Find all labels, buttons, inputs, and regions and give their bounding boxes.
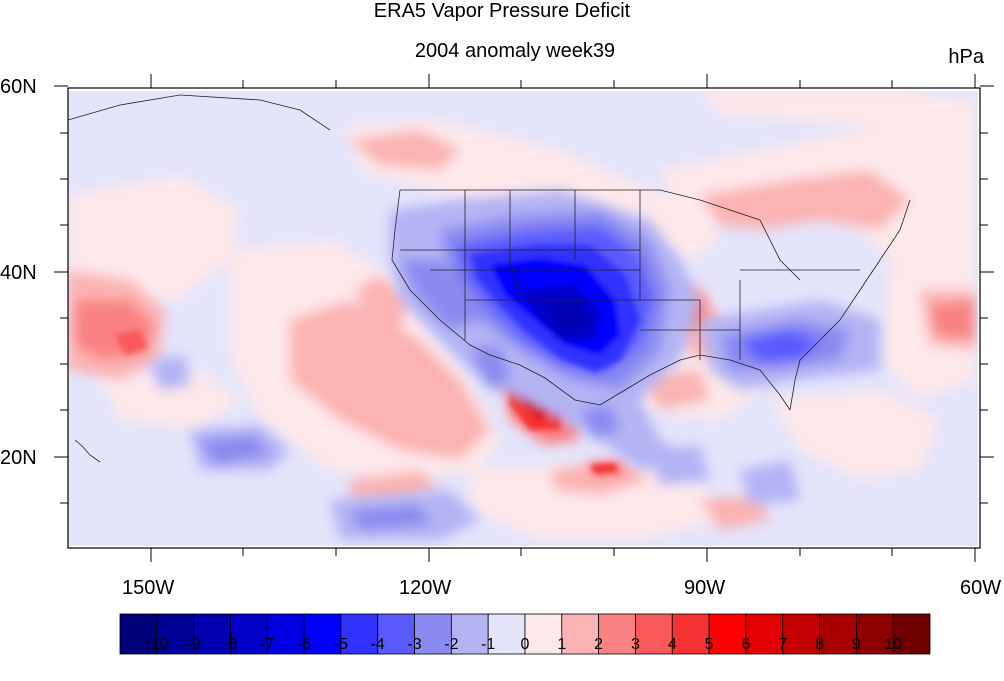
colorbar-tick-label: 8 — [815, 636, 824, 653]
colorbar-tick-label: 4 — [667, 636, 677, 653]
colorbar-tick-label: -2 — [444, 636, 459, 653]
colorbar-tick-label: 0 — [520, 636, 530, 653]
colorbar-tick-label: -10 — [145, 636, 169, 653]
colorbar-swatch — [892, 613, 931, 655]
colorbar-swatch — [598, 613, 636, 655]
colorbar — [119, 613, 931, 655]
lon-label-90w: 90W — [684, 577, 726, 599]
colorbar-swatch — [156, 613, 195, 655]
lon-label-120w: 120W — [399, 577, 452, 599]
colorbar-tick-label: 3 — [631, 636, 640, 653]
colorbar-tick-label: 5 — [704, 636, 714, 653]
map-field — [68, 91, 978, 546]
colorbar-tick-label: 1 — [557, 636, 567, 653]
colorbar-tick-label: 6 — [741, 636, 751, 653]
colorbar-tick-label: -3 — [407, 636, 422, 653]
colorbar-swatch — [708, 613, 747, 655]
colorbar-tick-label: -5 — [333, 636, 349, 653]
colorbar-swatch — [561, 613, 600, 655]
colorbar-swatch — [819, 613, 857, 655]
lon-label-150w: 150W — [122, 577, 175, 599]
colorbar-tick-label: 9 — [851, 636, 861, 653]
colorbar-tick-label: 10 — [884, 636, 903, 653]
lat-label-20n: 20N — [0, 447, 37, 469]
coastline-outlines — [67, 94, 911, 463]
colorbar-tick-label: 2 — [594, 636, 604, 653]
lat-label-60n: 60N — [0, 76, 37, 98]
colorbar-tick-label: -1 — [481, 636, 496, 653]
colorbar-tick-label: -4 — [370, 636, 385, 653]
colorbar-tick-label: -7 — [260, 636, 275, 653]
colorbar-tick-label: -9 — [186, 636, 201, 653]
colorbar-swatch — [524, 613, 563, 655]
lat-label-40n: 40N — [0, 262, 37, 284]
axis-ticks — [54, 74, 994, 562]
chart-subtitle: 2004 anomaly week39 — [414, 40, 616, 62]
colorbar-swatch — [671, 613, 710, 655]
colorbar-tick-label: -8 — [223, 636, 238, 653]
colorbar-swatch — [119, 613, 158, 655]
colorbar-swatch — [193, 613, 231, 655]
colorbar-swatch — [635, 613, 673, 655]
colorbar-swatch — [414, 613, 452, 655]
colorbar-swatch — [745, 613, 784, 655]
colorbar-swatch — [487, 613, 526, 655]
colorbar-swatch — [303, 613, 342, 655]
colorbar-swatch — [450, 613, 489, 655]
units-label: hPa — [948, 46, 984, 68]
colorbar-tick-label: 7 — [778, 636, 788, 653]
lon-label-60w: 60W — [960, 577, 1002, 599]
chart-title: ERA5 Vapor Pressure Deficit — [373, 0, 631, 22]
colorbar-swatch — [377, 613, 415, 655]
colorbar-swatch — [266, 613, 305, 655]
colorbar-swatch — [782, 613, 820, 655]
colorbar-tick-label: -6 — [296, 636, 312, 653]
